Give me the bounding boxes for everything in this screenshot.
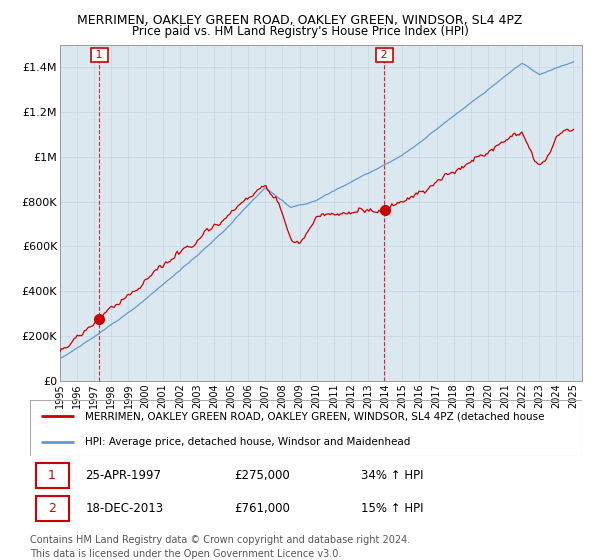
- Text: £761,000: £761,000: [234, 502, 290, 515]
- Text: 1: 1: [48, 469, 56, 482]
- Text: 2: 2: [377, 50, 392, 60]
- Text: 1: 1: [92, 50, 106, 60]
- Text: 15% ↑ HPI: 15% ↑ HPI: [361, 502, 424, 515]
- FancyBboxPatch shape: [35, 463, 68, 488]
- Text: Price paid vs. HM Land Registry's House Price Index (HPI): Price paid vs. HM Land Registry's House …: [131, 25, 469, 38]
- Text: 34% ↑ HPI: 34% ↑ HPI: [361, 469, 424, 482]
- Text: MERRIMEN, OAKLEY GREEN ROAD, OAKLEY GREEN, WINDSOR, SL4 4PZ (detached house: MERRIMEN, OAKLEY GREEN ROAD, OAKLEY GREE…: [85, 411, 545, 421]
- Text: 25-APR-1997: 25-APR-1997: [85, 469, 161, 482]
- Text: HPI: Average price, detached house, Windsor and Maidenhead: HPI: Average price, detached house, Wind…: [85, 437, 410, 447]
- Text: MERRIMEN, OAKLEY GREEN ROAD, OAKLEY GREEN, WINDSOR, SL4 4PZ: MERRIMEN, OAKLEY GREEN ROAD, OAKLEY GREE…: [77, 14, 523, 27]
- Text: Contains HM Land Registry data © Crown copyright and database right 2024.
This d: Contains HM Land Registry data © Crown c…: [30, 535, 410, 559]
- Text: 18-DEC-2013: 18-DEC-2013: [85, 502, 163, 515]
- Text: £275,000: £275,000: [234, 469, 290, 482]
- Text: 2: 2: [48, 502, 56, 515]
- FancyBboxPatch shape: [35, 496, 68, 521]
